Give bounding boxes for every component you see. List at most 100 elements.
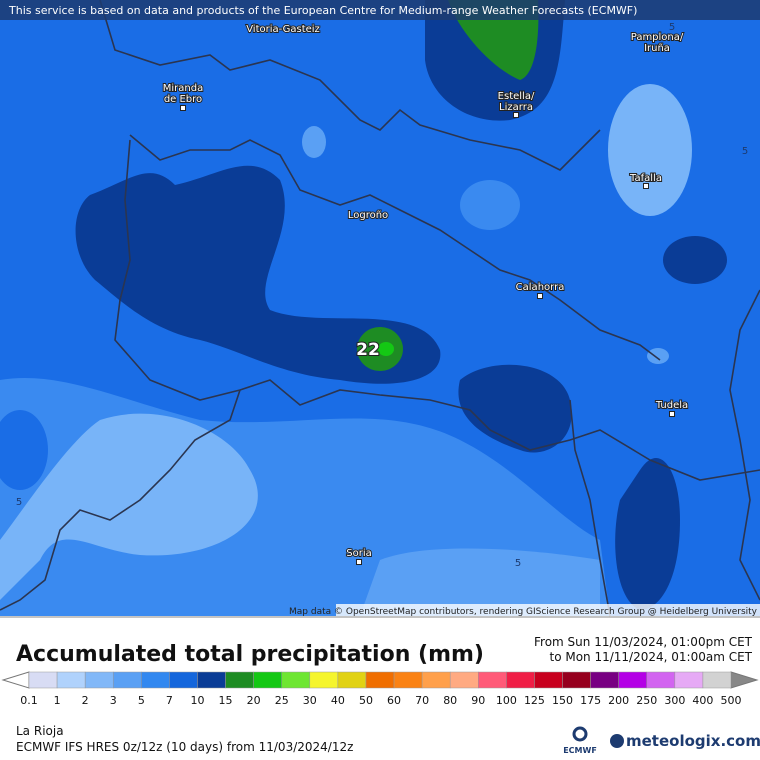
area [458,364,572,453]
scale-arrow [730,671,759,689]
scale-arrow [1,671,30,689]
scale-swatch [141,671,170,689]
period-to: to Mon 11/11/2024, 01:00am CET [550,650,753,664]
attribution-bg [336,604,760,616]
place-label: Iruña [644,43,670,54]
area [75,165,441,384]
scale-label: 0.1 [20,694,38,707]
border [729,289,760,601]
scale-swatch [534,671,563,689]
border [0,389,241,611]
scale-swatch [674,671,704,689]
contour-label: 5 [515,558,521,569]
place-label: Miranda [163,83,203,94]
legend-title: Accumulated total precipitation (mm) [16,642,484,667]
scale-swatch [225,671,254,689]
border [99,0,601,171]
scale-swatch [590,671,619,689]
scale-label: 25 [275,694,289,707]
area [360,548,600,616]
scale-label: 100 [496,694,517,707]
scale-swatch [281,671,311,689]
ecmwf-icon [572,726,588,742]
scale-swatch [449,671,479,689]
area [302,126,326,158]
scale-swatch [337,671,367,689]
scale-label: 30 [303,694,317,707]
scale-label: 40 [331,694,345,707]
color-scale: 0.1 1 2 3 5 7 10 15 20 25 30 40 50 60 70 80 90 100 125 150 1… [1,671,759,707]
scale-label: 500 [721,694,742,707]
scale-label: 3 [110,694,117,707]
scale-label: 150 [552,694,573,707]
contour-label: 5 [742,146,748,157]
area [378,342,394,356]
scale-swatch [169,671,198,689]
scale-swatch [197,671,226,689]
scale-swatch [646,671,676,689]
scale-swatch [309,671,339,689]
scale-swatch [253,671,282,689]
banner: This service is based on data and produc… [8,4,637,17]
scale-label: 15 [219,694,233,707]
scale-label: 90 [471,694,485,707]
place-label: Estella/ [498,91,535,102]
scale-swatch [28,671,58,689]
place-marker [180,105,186,111]
scale-label: 250 [636,694,657,707]
place-label: Logroño [348,210,388,221]
area [0,410,48,490]
place-label: Soria [346,548,371,559]
period-from: From Sun 11/03/2024, 01:00pm CET [534,635,753,649]
place-label: Lizarra [499,102,533,113]
map: This service is based on data and produc… [0,0,760,617]
scale-label: 70 [415,694,429,707]
scale-swatch [56,671,86,689]
border [114,139,760,481]
scale-label: 400 [692,694,713,707]
scale-swatch [365,671,395,689]
area [608,84,692,216]
scale-label: 50 [359,694,373,707]
place-label: Pamplona/ [631,32,684,43]
scale-label: 80 [443,694,457,707]
place-label: Tudela [655,400,688,411]
scale-swatch [84,671,114,689]
contour-label: 5 [669,22,675,33]
border [129,134,661,361]
scale-label: 125 [524,694,545,707]
place-label: de Ebro [164,94,202,105]
scale-swatch [393,671,423,689]
place-marker [643,183,649,189]
scale-label: 200 [608,694,629,707]
place-label: Vitoria-Gasteiz [246,24,320,35]
contour-label: 5 [16,497,22,508]
scale-swatch [702,671,732,689]
area [615,458,680,610]
brand: meteologix.com [626,732,760,750]
scale-label: 5 [138,694,145,707]
scale-swatch [618,671,648,689]
scale-label: 175 [580,694,601,707]
scale-swatch [562,671,591,689]
place-marker [356,559,362,565]
place-marker [537,293,543,299]
brand-icon [610,734,624,748]
model-run: ECMWF IFS HRES 0z/12z (10 days) from 11/… [16,740,353,754]
scale-label: 20 [247,694,261,707]
region: La Rioja [16,724,64,738]
attribution: Map data © OpenStreetMap contributors, r… [289,607,758,617]
place-label: Tafalla [629,173,662,184]
scale-label: 10 [190,694,204,707]
banner-bg [0,0,760,20]
scale-label: 300 [664,694,685,707]
place-label: Calahorra [516,282,565,293]
scale-swatch [506,671,535,689]
scale-label: 60 [387,694,401,707]
scale-swatch [112,671,142,689]
place-marker [513,112,519,118]
area [460,180,520,230]
ecmwf-logo: ECMWF [563,746,597,755]
